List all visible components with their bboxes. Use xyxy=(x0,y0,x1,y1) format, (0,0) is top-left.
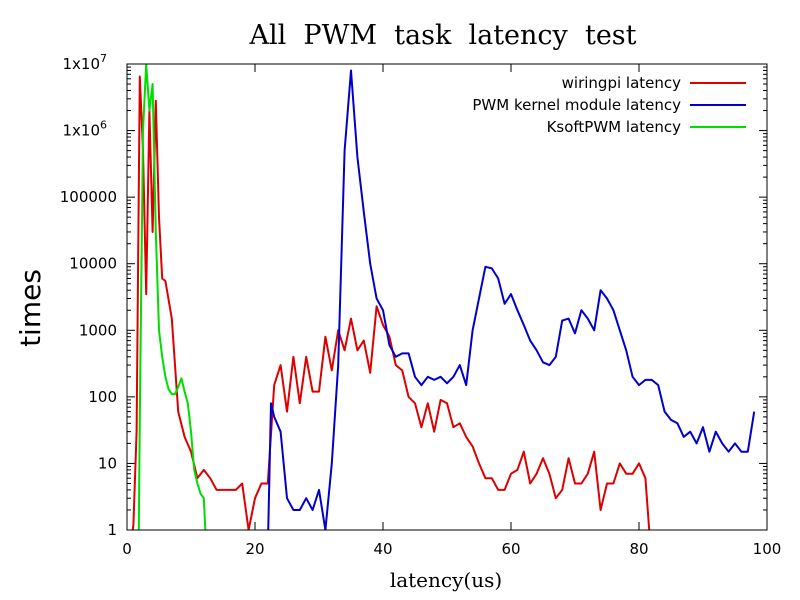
legend-label: wiringpi latency xyxy=(562,74,681,92)
y-tick-label: 10 xyxy=(98,454,117,472)
x-tick-label: 20 xyxy=(245,540,264,558)
legend-label: PWM kernel module latency xyxy=(472,96,681,114)
series-line-3 xyxy=(137,64,207,530)
x-tick-label: 80 xyxy=(629,540,648,558)
series-line-1 xyxy=(131,75,651,530)
y-tick-label: 100 xyxy=(88,388,117,406)
x-tick-label: 40 xyxy=(373,540,392,558)
legend-label: KsoftPWM latency xyxy=(547,118,682,136)
x-axis-label: latency(us) xyxy=(390,568,502,592)
x-axis-ticks: 0 20 40 60 80 100 xyxy=(122,64,781,558)
y-tick-exponent: 7 xyxy=(100,52,107,65)
x-tick-label: 0 xyxy=(122,540,132,558)
series-line-2 xyxy=(267,69,756,530)
x-tick-label: 60 xyxy=(501,540,520,558)
y-tick-label: 1000 xyxy=(79,321,117,339)
legend: wiringpi latency PWM kernel module latenc… xyxy=(472,74,746,136)
y-tick-label: 1x106 xyxy=(62,119,107,140)
y-tick-label: 1x107 xyxy=(62,52,107,73)
y-tick-exponent: 6 xyxy=(100,119,107,132)
series-layer xyxy=(131,64,756,530)
plot-frame xyxy=(126,63,768,531)
y-tick-label: 10000 xyxy=(69,255,117,273)
chart-title: All PWM task latency test xyxy=(248,20,636,51)
x-tick-label: 100 xyxy=(753,540,782,558)
y-tick-label: 100000 xyxy=(60,188,117,206)
y-tick-label: 1 xyxy=(107,521,117,539)
y-axis-label: times xyxy=(14,269,47,347)
